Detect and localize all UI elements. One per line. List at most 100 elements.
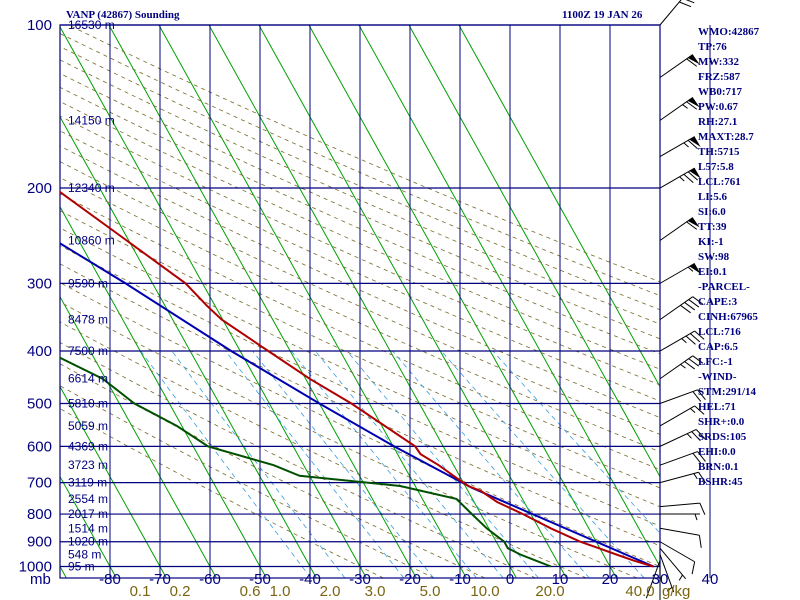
- dry-adiabat-line: [60, 408, 384, 578]
- index-item: FRZ:587: [698, 71, 741, 83]
- dry-adiabat-line: [60, 193, 660, 471]
- index-item: LCL:761: [698, 176, 741, 188]
- wind-barb-staff: [659, 451, 698, 466]
- wind-barb-full: [685, 335, 696, 345]
- wind-barb: [659, 0, 695, 26]
- temperature-tick-label: -40: [299, 571, 321, 588]
- dry-adiabat-line: [60, 321, 587, 578]
- mixing-ratio-unit: g/kg: [662, 583, 690, 600]
- mixing-ratio-label: 20.0: [535, 583, 564, 600]
- height-label: 7500 m: [68, 344, 108, 358]
- pressure-tick-label: 700: [27, 475, 52, 492]
- temperature-tick-label: -60: [199, 571, 221, 588]
- height-label: 3723 m: [68, 458, 108, 472]
- dry-adiabat-line: [60, 282, 660, 567]
- height-label: 9590 m: [68, 276, 108, 290]
- wind-barb: [659, 54, 700, 78]
- index-item: -PARCEL-: [698, 281, 750, 293]
- wind-barb-staff: [659, 527, 700, 536]
- temperature-tick-label: -10: [449, 571, 471, 588]
- index-item: SI:6.0: [698, 206, 726, 218]
- wind-barb-half: [683, 142, 689, 148]
- wind-barb-staff: [659, 389, 698, 404]
- wind-barb-staff: [659, 167, 695, 189]
- wind-barb-full: [686, 101, 698, 110]
- wind-barb-full: [686, 221, 698, 230]
- chart-title: VANP (42867) Sounding: [66, 9, 180, 21]
- wind-barb: [659, 429, 706, 447]
- wind-barb-pennant: [689, 168, 701, 179]
- wind-barb-full: [699, 502, 706, 515]
- wind-barb-half: [689, 408, 696, 413]
- wind-barb-staff: [659, 429, 697, 447]
- temperature-tick-label: -30: [349, 571, 371, 588]
- isotherm-line: [60, 475, 117, 578]
- wind-barb-pennant: [689, 136, 701, 148]
- index-item: TT:39: [698, 221, 727, 233]
- isotherm-line: [60, 295, 217, 578]
- pressure-tick-label: 900: [27, 534, 52, 551]
- mixing-ratio-label: 1.0: [270, 583, 291, 600]
- wind-barb: [659, 451, 706, 466]
- isotherm-line: [408, 25, 660, 478]
- wind-barb: [659, 541, 696, 575]
- index-item: LFC:-1: [698, 356, 733, 368]
- height-label: 5059 m: [68, 419, 108, 433]
- wind-barb-full: [692, 296, 704, 305]
- temperature-line: [60, 190, 654, 568]
- height-label: 10860 m: [68, 233, 115, 247]
- mixing-ratio-label: 40.0: [625, 583, 654, 600]
- isotherm-line: [258, 25, 567, 578]
- wind-barb: [659, 330, 705, 352]
- index-item: TH:5715: [698, 146, 740, 158]
- mixing-ratio-line: [140, 350, 312, 578]
- isotherm-line: [60, 385, 167, 578]
- wind-barb: [659, 296, 704, 321]
- dry-adiabat-line: [60, 342, 536, 578]
- wind-barb-half: [693, 473, 698, 480]
- wind-barb-half: [666, 586, 673, 592]
- dry-adiabat-line: [60, 385, 435, 578]
- wind-barb-staff: [659, 547, 687, 580]
- wind-barb-half: [681, 338, 687, 344]
- isotherm-line: [60, 565, 67, 578]
- wind-barb-full: [692, 355, 704, 364]
- wind-barb-full: [697, 389, 706, 401]
- pressure-tick-label: 1000: [19, 559, 52, 576]
- wind-barb-staff: [659, 97, 694, 121]
- pressure-tick-label: 500: [27, 396, 52, 413]
- parcel-path-line: [60, 242, 654, 568]
- height-label: 1020 m: [68, 535, 108, 549]
- pressure-tick-label: 100: [27, 17, 52, 34]
- mixing-ratio-line: [171, 350, 346, 578]
- isotherm-line: [158, 25, 467, 578]
- index-item: TP:76: [698, 41, 727, 53]
- pressure-unit-label: mb: [30, 571, 51, 588]
- wind-barb-full: [698, 535, 702, 548]
- dry-adiabat-line: [60, 301, 638, 578]
- height-label: 1514 m: [68, 521, 108, 535]
- pressure-tick-label: 800: [27, 506, 52, 523]
- wind-barb-staff: [659, 355, 694, 380]
- index-item: MW:332: [698, 56, 739, 68]
- index-item: WMO:42867: [698, 26, 760, 38]
- wind-barb-full: [684, 361, 696, 370]
- wind-barb-full: [685, 0, 695, 4]
- height-label: 12340 m: [68, 181, 115, 195]
- height-label: 95 m: [68, 560, 95, 574]
- dry-adiabat-line: [60, 210, 660, 489]
- mixing-ratio-line: [492, 350, 660, 534]
- wind-barb-half: [680, 363, 686, 369]
- dry-adiabat-line: [60, 227, 660, 508]
- wind-barb: [659, 389, 706, 404]
- wind-barb-full: [680, 304, 691, 314]
- wind-barb: [659, 355, 704, 380]
- index-item: CAP:6.5: [698, 341, 739, 353]
- wind-barb-full: [688, 358, 700, 367]
- wind-barb-full: [697, 451, 706, 462]
- wind-barb-full: [683, 173, 694, 184]
- wind-barb-half: [686, 433, 692, 439]
- index-item: SW:98: [698, 251, 730, 263]
- wind-barb: [659, 527, 702, 548]
- index-item: LCL:716: [698, 326, 741, 338]
